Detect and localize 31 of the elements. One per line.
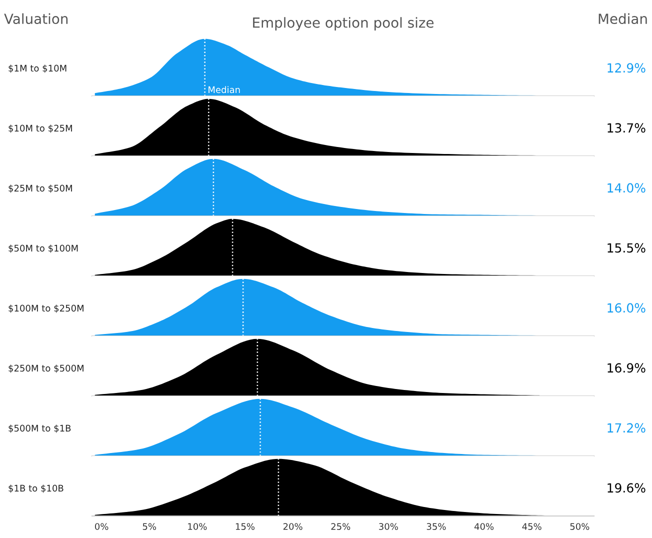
y-axis-title: $1B to $10B: [8, 484, 64, 493]
y-axis-title: $50M to $100M: [8, 244, 78, 253]
text: 16.9%: [608, 363, 646, 373]
text: 13.7%: [608, 123, 646, 133]
text: 19.6%: [608, 483, 646, 493]
chart-title: Employee option pool size: [253, 17, 434, 31]
x-tick-label: 25%: [331, 523, 350, 530]
y-axis-title: $100M to $250M: [8, 304, 84, 313]
ref-line-label: Median: [208, 86, 240, 94]
text: 17.2%: [608, 423, 646, 433]
y-axis-title: $10M to $25M: [8, 124, 72, 133]
x-tick-label: 35%: [426, 523, 446, 530]
y-axis-title: $250M to $500M: [8, 364, 84, 373]
x-tick-label: 15%: [236, 523, 255, 530]
y-axis-title: $500M to $1B: [8, 424, 71, 433]
x-tick-label: 0%: [94, 523, 108, 530]
x-tick-label: 30%: [379, 523, 398, 530]
y-axis-title: $25M to $50M: [8, 184, 72, 193]
x-tick-label: 20%: [283, 523, 302, 530]
text: 16.0%: [608, 303, 646, 313]
text: Median: [598, 13, 647, 24]
x-tick-label: 10%: [188, 523, 207, 530]
x-tick-label: 45%: [522, 523, 542, 530]
x-tick-label: 50%: [570, 523, 590, 530]
text: 12.9%: [608, 63, 646, 73]
text: 15.5%: [608, 243, 646, 253]
y-axis-title: $1M to $10M: [8, 64, 66, 73]
text: 14.0%: [608, 183, 646, 193]
x-tick-label: 5%: [142, 523, 156, 530]
text: Valuation: [4, 13, 68, 24]
x-tick-label: 40%: [474, 523, 494, 530]
